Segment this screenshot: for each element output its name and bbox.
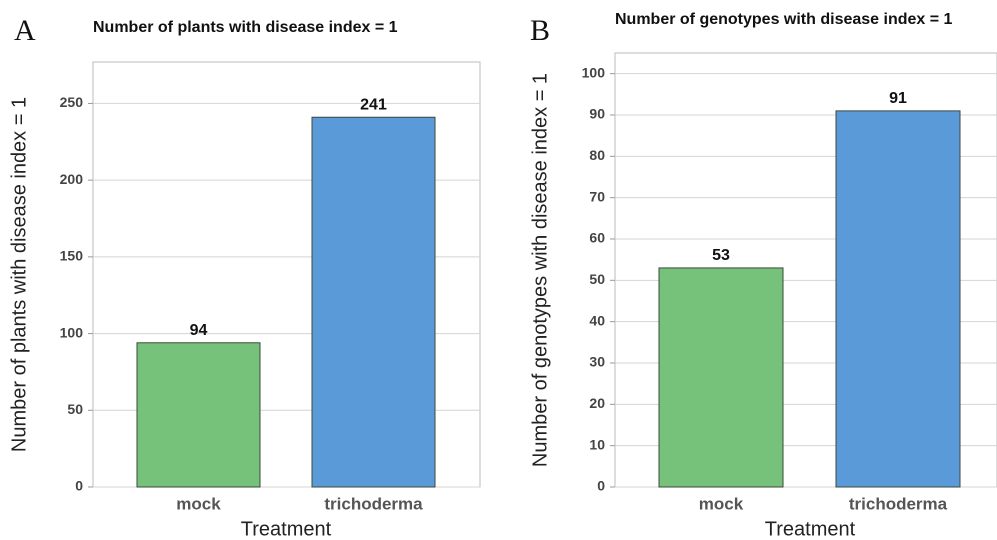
panel-label: A [14, 14, 36, 47]
y-tick-label: 80 [589, 147, 605, 163]
value-label: 53 [712, 247, 730, 264]
value-label: 241 [360, 96, 387, 113]
y-axis-label: Number of plants with disease index = 1 [8, 97, 30, 452]
x-axis-label: Treatment [765, 518, 856, 540]
x-tick-label: mock [699, 494, 744, 513]
y-tick-label: 90 [589, 106, 605, 122]
y-tick-label: 100 [60, 324, 84, 340]
panel-label: B [530, 14, 550, 47]
y-tick-label: 10 [589, 436, 605, 452]
bar [835, 110, 961, 488]
y-tick-label: 200 [60, 171, 84, 187]
y-tick-label: 0 [597, 478, 605, 494]
bar [311, 116, 436, 488]
y-tick-label: 50 [67, 401, 83, 417]
chart-title: Number of plants with disease index = 1 [93, 19, 398, 36]
x-tick-label: trichoderma [849, 494, 948, 513]
bar [136, 342, 261, 488]
value-label: 91 [889, 90, 907, 107]
y-tick-label: 100 [582, 64, 606, 80]
y-tick-label: 20 [589, 395, 605, 411]
y-tick-label: 40 [589, 312, 605, 328]
y-tick-label: 50 [589, 271, 605, 287]
y-tick-label: 70 [589, 188, 605, 204]
value-label: 94 [190, 322, 208, 339]
x-tick-label: mock [176, 494, 221, 513]
y-tick-label: 60 [589, 230, 605, 246]
x-tick-label: trichoderma [324, 494, 423, 513]
y-tick-label: 0 [75, 478, 83, 494]
y-tick-label: 30 [589, 354, 605, 370]
bar [658, 267, 784, 488]
y-tick-label: 150 [60, 248, 84, 264]
x-axis-label: Treatment [241, 518, 332, 540]
y-axis-label: Number of genotypes with disease index =… [529, 73, 551, 467]
chart-title: Number of genotypes with disease index =… [615, 11, 953, 28]
y-tick-label: 250 [60, 94, 84, 110]
